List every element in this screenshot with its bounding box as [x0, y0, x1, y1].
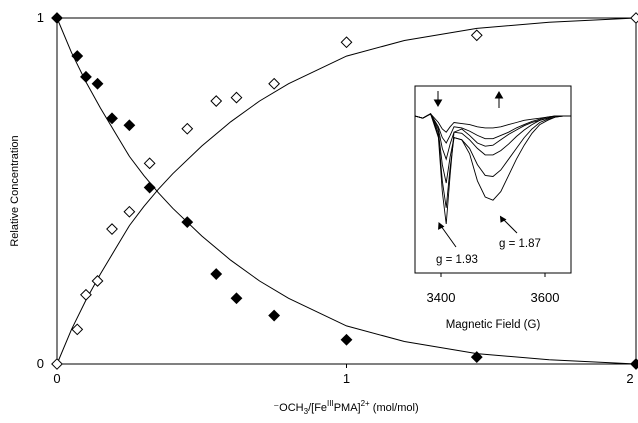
x-axis-title-pre: ⁻OCH: [273, 402, 303, 414]
x-axis-title-sub1: 3: [304, 407, 309, 416]
filled-diamond-point-0: [51, 12, 63, 24]
filled-diamond-point-8: [210, 268, 223, 280]
x-axis-title-mid: /[Fe: [308, 402, 327, 414]
annotation-g187: g = 1.87: [499, 238, 541, 250]
open-diamond-point-13: [630, 12, 638, 24]
open-diamond-point-4: [106, 223, 118, 235]
open-diamond-point-11: [340, 36, 353, 49]
epr-trace-1: [414, 113, 571, 208]
y-axis-title: Relative Concentration: [9, 135, 21, 246]
annotation-g193: g = 1.93: [436, 254, 478, 266]
inset-x-ticks: [440, 273, 546, 277]
filled-diamond-point-9: [230, 292, 243, 305]
data-points: [51, 12, 638, 370]
open-diamond-point-6: [143, 157, 156, 170]
filled-diamond-point-2: [80, 70, 92, 83]
epr-trace-3: [414, 113, 571, 161]
open-diamond-point-5: [123, 205, 136, 218]
x-axis-title: ⁻OCH3/[FeIIIPMA]2+ (mol/mol): [273, 399, 418, 416]
annotation-head-g187: [499, 215, 507, 223]
annotation-line-g193: [440, 225, 457, 248]
arrow-down-head: [433, 99, 443, 107]
open-diamond-point-9: [230, 91, 243, 104]
inset-traces: [414, 113, 571, 225]
x-axis-title-sup2: 2+: [361, 399, 370, 408]
inset-x-tick-label-0: 3400: [427, 290, 456, 305]
arrow-up-head: [494, 91, 504, 99]
inset-arrow-up: [494, 91, 504, 108]
open-diamond-point-3: [91, 275, 104, 287]
y-tick-label-1: 1: [37, 10, 44, 25]
filled-diamond-point-11: [340, 333, 353, 346]
x-tick-label-1: 1: [343, 371, 350, 386]
filled-diamond-point-12: [470, 351, 483, 363]
filled-diamond-point-5: [123, 119, 136, 132]
filled-diamond-point-3: [91, 77, 104, 90]
open-diamond-point-12: [470, 29, 483, 42]
open-diamond-point-0: [51, 358, 63, 370]
main-y-ticks: [53, 17, 57, 365]
epr-trace-5: [414, 113, 571, 133]
x-axis-title-units: (mol/mol): [370, 402, 419, 414]
epr-trace-4: [414, 113, 571, 144]
epr-trace-2: [414, 113, 571, 184]
x-tick-label-2: 2: [626, 371, 633, 386]
open-diamond-point-8: [210, 95, 223, 107]
filled-diamond-point-4: [106, 112, 118, 125]
filled-diamond-point-7: [181, 216, 194, 229]
open-diamond-point-1: [71, 323, 84, 336]
annotation-arrow-g193: [438, 222, 457, 248]
filled-diamond-point-1: [71, 50, 84, 62]
main-x-ticks: [56, 364, 637, 368]
inset-x-tick-label-1: 3600: [531, 290, 560, 305]
annotation-line-g187: [502, 218, 518, 234]
open-diamond-point-2: [80, 288, 92, 301]
annotation-head-g193: [438, 222, 445, 230]
inset-arrow-down: [433, 91, 443, 107]
inset-frame: [414, 85, 572, 274]
y-tick-label-0: 0: [37, 356, 44, 371]
inset-x-axis-title: Magnetic Field (G): [446, 319, 541, 331]
open-diamond-point-7: [181, 122, 194, 135]
annotation-arrow-g187: [499, 215, 518, 234]
filled-diamond-point-10: [268, 309, 281, 322]
x-axis-title-post: PMA]: [334, 402, 361, 414]
filled-diamond-point-13: [630, 358, 638, 370]
x-axis-title-sup1: III: [327, 399, 334, 408]
filled-diamond-point-6: [143, 181, 156, 194]
x-tick-label-0: 0: [53, 371, 60, 386]
open-diamond-point-10: [268, 77, 281, 90]
